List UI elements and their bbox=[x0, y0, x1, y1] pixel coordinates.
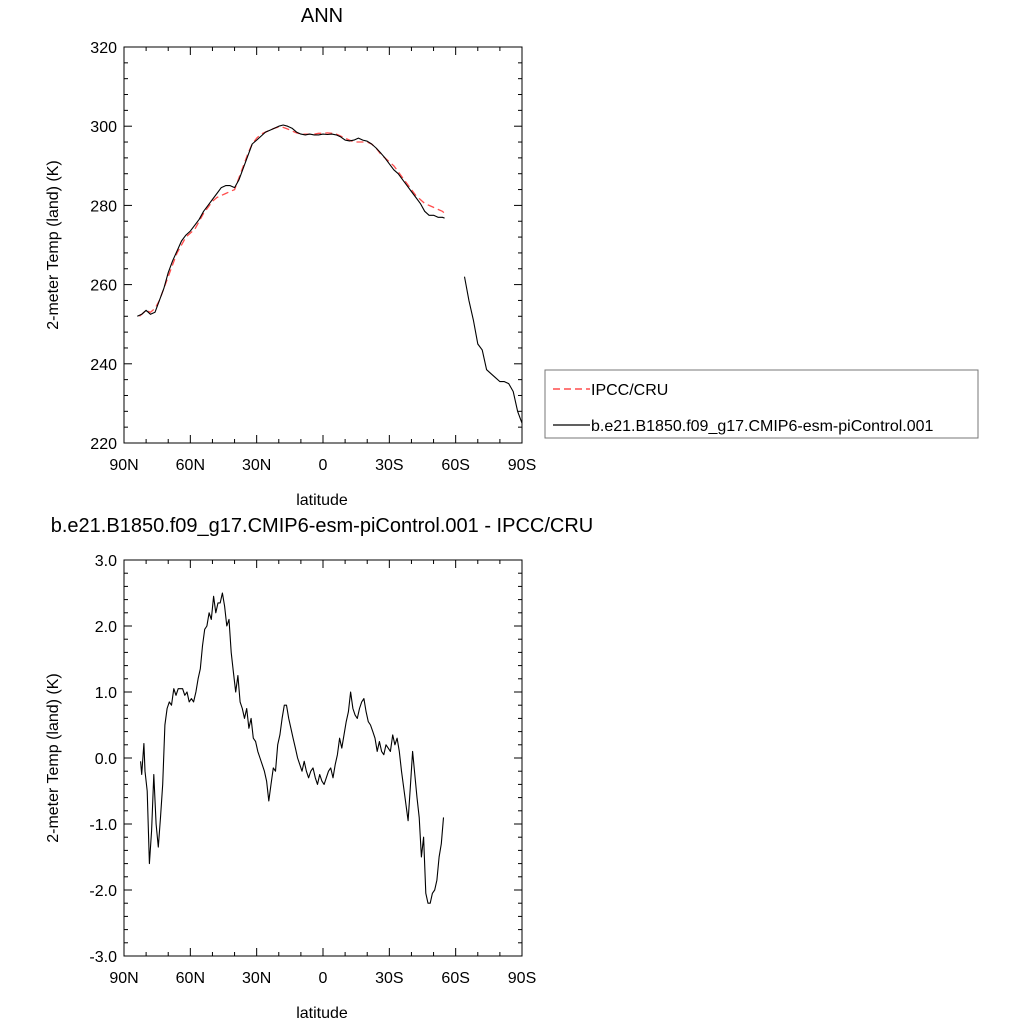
top-series-1-segment-0 bbox=[137, 124, 445, 317]
top-x-axis-label: latitude bbox=[296, 492, 348, 509]
top-y-axis-label: 2-meter Temp (land) (K) bbox=[45, 160, 62, 330]
legend-box bbox=[544, 369, 979, 439]
bottom-y-tick-label: -1.0 bbox=[89, 817, 117, 834]
top-x-tick-label: 30N bbox=[242, 457, 271, 474]
bottom-y-tick-label: 2.0 bbox=[95, 619, 117, 636]
bottom-plot-frame bbox=[123, 559, 523, 957]
bottom-x-tick-label: 0 bbox=[319, 970, 328, 987]
top-x-tick-label: 60N bbox=[176, 457, 205, 474]
top-x-tick-label: 30S bbox=[375, 457, 403, 474]
bottom-x-tick-label: 90S bbox=[508, 970, 536, 987]
bottom-x-tick-label: 60N bbox=[176, 970, 205, 987]
bottom-x-tick-label: 30N bbox=[242, 970, 271, 987]
bottom-y-tick-label: -3.0 bbox=[89, 949, 117, 966]
bottom-chart-title: b.e21.B1850.f09_g17.CMIP6-esm-piControl.… bbox=[51, 515, 593, 537]
bottom-x-tick-label: 60S bbox=[441, 970, 469, 987]
top-axis-ticks: 90N 60N 30N 0 30S 60S 90S 220 240 260 280 300 320 bbox=[90, 40, 536, 474]
top-y-tick-label: 260 bbox=[90, 278, 117, 295]
bottom-data-lines bbox=[140, 592, 445, 904]
top-y-tick-label: 240 bbox=[90, 357, 117, 374]
legend-label-model: b.e21.B1850.f09_g17.CMIP6-esm-piControl.… bbox=[591, 418, 934, 435]
legend: IPCC/CRU b.e21.B1850.f09_g17.CMIP6-esm-p… bbox=[544, 369, 979, 439]
top-y-tick-label: 320 bbox=[90, 40, 117, 57]
bottom-axis-ticks: 90N 60N 30N 0 30S 60S 90S -3.0 -2.0 -1.0 0.0 1.0 2.0… bbox=[89, 553, 536, 987]
bottom-x-tick-label: 30S bbox=[375, 970, 403, 987]
top-x-tick-label: 60S bbox=[441, 457, 469, 474]
top-y-tick-label: 300 bbox=[90, 119, 117, 136]
bottom-y-tick-label: 1.0 bbox=[95, 685, 117, 702]
top-y-tick-label: 220 bbox=[90, 436, 117, 453]
top-x-tick-label: 90N bbox=[109, 457, 138, 474]
top-y-tick-label: 280 bbox=[90, 198, 117, 215]
top-x-tick-label: 90S bbox=[508, 457, 536, 474]
bottom-x-axis-label: latitude bbox=[296, 1005, 348, 1022]
bottom-y-tick-label: -2.0 bbox=[89, 883, 117, 900]
bottom-y-axis-label: 2-meter Temp (land) (K) bbox=[45, 673, 62, 843]
bottom-panel: b.e21.B1850.f09_g17.CMIP6-esm-piControl.… bbox=[45, 515, 593, 1022]
top-series-0-segment-0 bbox=[139, 126, 446, 317]
top-panel: ANN 90N 60N 30N 0 30S 60S 90S 220 240 260 280 300 32… bbox=[45, 5, 536, 509]
top-data-lines bbox=[137, 124, 523, 424]
legend-label-ipcc-cru: IPCC/CRU bbox=[591, 382, 668, 399]
top-chart-title: ANN bbox=[301, 5, 343, 27]
top-x-tick-label: 0 bbox=[319, 457, 328, 474]
bottom-y-tick-label: 3.0 bbox=[95, 553, 117, 570]
bottom-series-0-segment-0 bbox=[140, 592, 445, 904]
bottom-y-tick-label: 0.0 bbox=[95, 751, 117, 768]
top-series-1-segment-1 bbox=[463, 276, 523, 424]
bottom-x-tick-label: 90N bbox=[109, 970, 138, 987]
top-plot-frame bbox=[123, 46, 523, 444]
